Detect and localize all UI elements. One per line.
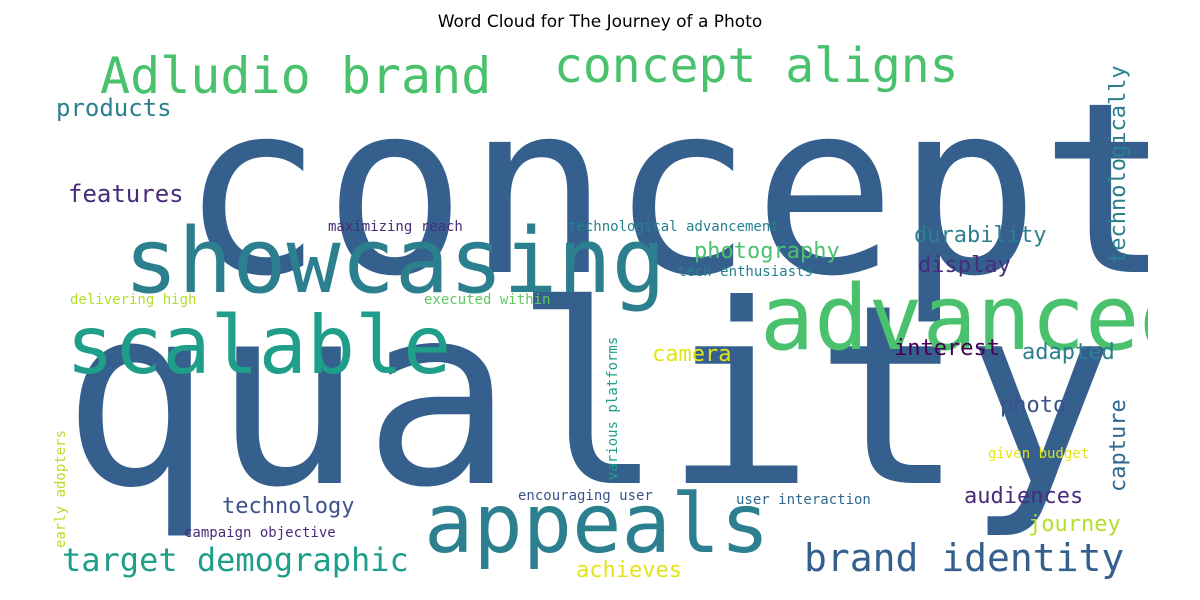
word-showcasing: showcasing	[124, 209, 666, 314]
word-adapted: adapted	[1022, 340, 1115, 365]
word-quality: quality	[62, 251, 1116, 542]
word-encouraging-user: encouraging user	[518, 488, 653, 504]
word-camera: camera	[652, 342, 732, 367]
word-scalable: scalable	[66, 299, 452, 392]
word-advanced: advanced	[760, 266, 1148, 371]
word-technologically: technologically	[1106, 65, 1131, 264]
word-display: display	[918, 253, 1011, 278]
word-adludio-brand: Adludio brand	[100, 47, 492, 105]
word-campaign-objective: campaign objective	[184, 525, 336, 541]
word-tech-enthusiasts: tech enthusiasts	[678, 264, 813, 280]
word-photo: photo	[1000, 393, 1067, 418]
word-features: features	[68, 180, 184, 208]
word-achieves: achieves	[576, 558, 682, 583]
word-products: products	[56, 94, 172, 122]
chart-title: Word Cloud for The Journey of a Photo	[437, 12, 763, 32]
word-photography: photography	[694, 239, 840, 264]
word-delivering-high: delivering high	[70, 292, 197, 308]
word-journey: journey	[1028, 512, 1121, 537]
word-durability: durability	[914, 223, 1047, 248]
word-audiences: audiences	[964, 484, 1084, 509]
word-cloud: concept quality showcasing advanced appe…	[52, 42, 1148, 590]
word-technological-advancement: technological advancement	[568, 219, 779, 235]
word-maximizing-reach: maximizing reach	[328, 219, 463, 235]
word-technology: technology	[222, 494, 355, 519]
word-concept: concept	[180, 52, 1148, 329]
word-concept-aligns: concept aligns	[554, 42, 959, 94]
word-early-adopters: early adopters	[53, 429, 69, 548]
word-executed-within: executed within	[424, 292, 551, 308]
word-interest: interest	[894, 336, 1000, 361]
word-various-platforms: various platforms	[605, 336, 621, 480]
word-given-budget: given budget	[988, 446, 1090, 462]
word-capture: capture	[1106, 399, 1131, 492]
word-target-demographic: target demographic	[62, 541, 409, 579]
word-appeals: appeals	[424, 477, 770, 572]
word-user-interaction: user interaction	[736, 492, 871, 508]
word-brand-identity: brand identity	[804, 536, 1125, 580]
